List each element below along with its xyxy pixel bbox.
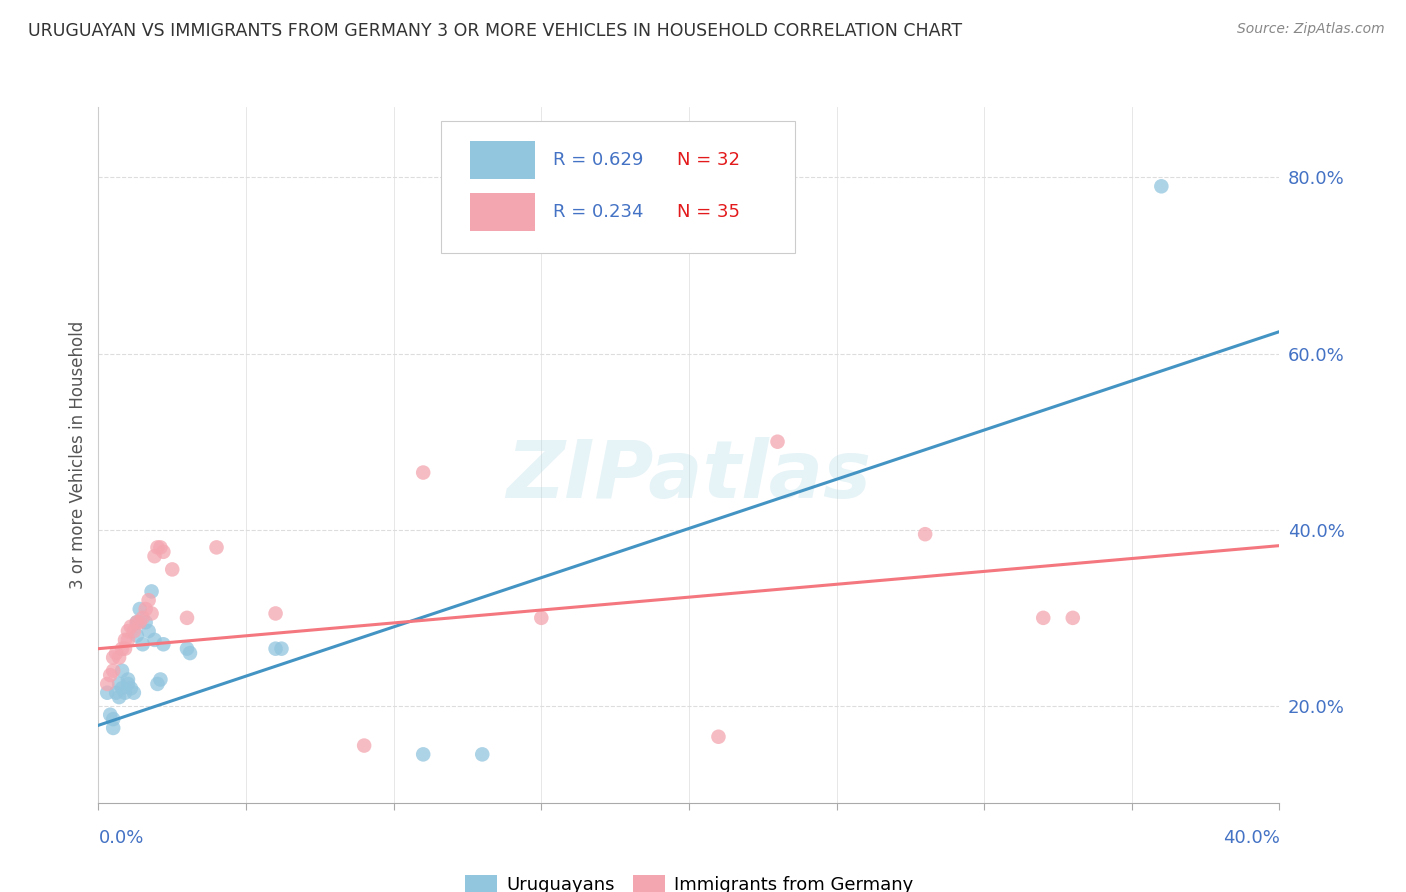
Text: 40.0%: 40.0%: [1223, 829, 1279, 847]
Point: [471, 747, 494, 762]
Text: URUGUAYAN VS IMMIGRANTS FROM GERMANY 3 OR MORE VEHICLES IN HOUSEHOLD CORRELATION: URUGUAYAN VS IMMIGRANTS FROM GERMANY 3 O…: [28, 22, 962, 40]
Text: Source: ZipAtlas.com: Source: ZipAtlas.com: [1237, 22, 1385, 37]
Point: [125, 615, 148, 630]
Point: [412, 466, 434, 480]
Point: [146, 677, 169, 691]
Point: [114, 641, 136, 656]
Point: [103, 721, 125, 735]
Point: [125, 615, 148, 630]
Point: [103, 712, 125, 726]
Point: [128, 602, 150, 616]
Point: [143, 549, 166, 564]
Text: N = 35: N = 35: [678, 202, 740, 220]
Point: [105, 686, 128, 700]
Y-axis label: 3 or more Vehicles in Household: 3 or more Vehicles in Household: [69, 321, 87, 589]
Point: [117, 632, 139, 647]
Point: [98, 707, 121, 722]
Point: [111, 664, 134, 678]
Legend: Uruguayans, Immigrants from Germany: Uruguayans, Immigrants from Germany: [457, 868, 921, 892]
Point: [128, 615, 150, 630]
Point: [176, 611, 198, 625]
Point: [125, 628, 148, 642]
Point: [117, 677, 139, 691]
Point: [179, 646, 201, 660]
Point: [111, 641, 134, 656]
Point: [707, 730, 730, 744]
Point: [138, 624, 160, 638]
Text: ZIPatlas: ZIPatlas: [506, 437, 872, 515]
Point: [135, 602, 157, 616]
Text: N = 32: N = 32: [678, 151, 740, 169]
Point: [412, 747, 434, 762]
Point: [149, 541, 172, 555]
Point: [1032, 611, 1054, 625]
Point: [103, 650, 125, 665]
Point: [98, 668, 121, 682]
Point: [114, 686, 136, 700]
Point: [264, 641, 287, 656]
Point: [114, 632, 136, 647]
Point: [108, 690, 131, 705]
Point: [176, 641, 198, 656]
Point: [152, 545, 174, 559]
Point: [146, 541, 169, 555]
Point: [152, 637, 174, 651]
Point: [132, 611, 155, 625]
Point: [108, 677, 131, 691]
Point: [353, 739, 375, 753]
Point: [122, 686, 145, 700]
Point: [264, 607, 287, 621]
Point: [122, 624, 145, 638]
Point: [135, 615, 157, 630]
Point: [120, 620, 142, 634]
Point: [103, 664, 125, 678]
Text: R = 0.234: R = 0.234: [553, 202, 644, 220]
Point: [1150, 179, 1173, 194]
Point: [96, 677, 118, 691]
Point: [143, 632, 166, 647]
FancyBboxPatch shape: [441, 121, 796, 253]
Point: [1062, 611, 1084, 625]
Point: [205, 541, 228, 555]
Point: [149, 673, 172, 687]
Point: [132, 637, 155, 651]
Point: [914, 527, 936, 541]
Point: [270, 641, 292, 656]
FancyBboxPatch shape: [471, 141, 536, 178]
Point: [766, 434, 789, 449]
Point: [96, 686, 118, 700]
FancyBboxPatch shape: [471, 193, 536, 231]
Point: [117, 624, 139, 638]
Point: [530, 611, 553, 625]
Point: [108, 650, 131, 665]
Point: [141, 584, 163, 599]
Text: 0.0%: 0.0%: [98, 829, 143, 847]
Point: [117, 673, 139, 687]
Point: [138, 593, 160, 607]
Point: [111, 681, 134, 696]
Point: [141, 607, 163, 621]
Point: [105, 646, 128, 660]
Point: [162, 562, 183, 576]
Text: R = 0.629: R = 0.629: [553, 151, 644, 169]
Point: [120, 681, 142, 696]
